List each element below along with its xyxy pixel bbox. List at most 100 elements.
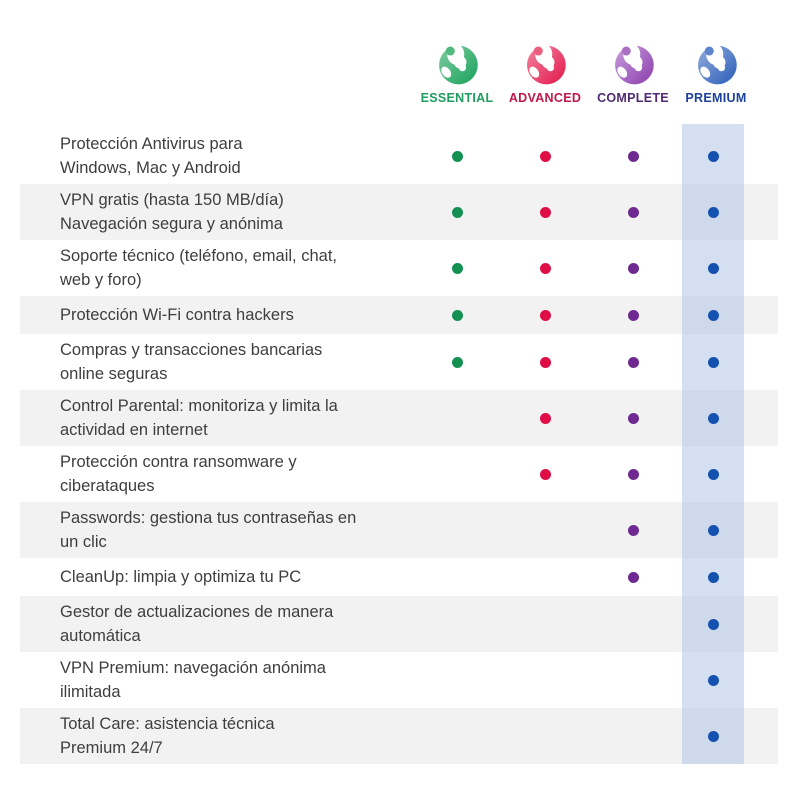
table-row: Soporte técnico (teléfono, email, chat, … xyxy=(20,240,778,296)
included-dot xyxy=(539,262,551,274)
plan-cell-premium xyxy=(682,502,744,558)
included-dot xyxy=(627,150,639,162)
plan-column-header: ADVANCED xyxy=(485,44,605,105)
plan-cell-complete xyxy=(589,334,677,390)
plan-cell-essential xyxy=(413,596,501,652)
included-dot xyxy=(707,206,719,218)
feature-label: Gestor de actualizaciones de manera auto… xyxy=(60,603,334,645)
plan-cell-premium xyxy=(682,334,744,390)
plan-cell-advanced xyxy=(501,240,589,296)
plan-cell-premium xyxy=(682,390,744,446)
included-dot xyxy=(627,412,639,424)
panda-logo-icon xyxy=(438,44,478,85)
feature-label: Total Care: asistencia técnica Premium 2… xyxy=(60,715,275,757)
plan-name: PREMIUM xyxy=(685,91,747,105)
included-dot xyxy=(707,730,719,742)
included-dot xyxy=(627,571,639,583)
included-dot xyxy=(451,206,463,218)
panda-logo-icon xyxy=(526,44,566,85)
plan-cell-advanced xyxy=(501,128,589,184)
included-dot xyxy=(707,468,719,480)
included-dot xyxy=(627,524,639,536)
included-dot xyxy=(707,524,719,536)
included-dot xyxy=(627,262,639,274)
plan-column-header: COMPLETE xyxy=(573,44,693,105)
included-dot xyxy=(707,674,719,686)
plan-cell-premium xyxy=(682,596,744,652)
plan-cell-premium xyxy=(682,558,744,596)
included-dot xyxy=(539,309,551,321)
plan-cell-premium xyxy=(682,296,744,334)
included-dot xyxy=(451,356,463,368)
plan-cell-complete xyxy=(589,184,677,240)
plan-cell-essential xyxy=(413,240,501,296)
included-dot xyxy=(451,150,463,162)
table-row: Passwords: gestiona tus contraseñas en u… xyxy=(20,502,778,558)
plan-cell-complete xyxy=(589,296,677,334)
table-row: Total Care: asistencia técnica Premium 2… xyxy=(20,708,778,764)
table-row: CleanUp: limpia y optimiza tu PC xyxy=(20,558,778,596)
included-dot xyxy=(539,412,551,424)
table-row: VPN gratis (hasta 150 MB/día) Navegación… xyxy=(20,184,778,240)
feature-label: Protección contra ransomware y ciberataq… xyxy=(60,453,297,495)
plan-cell-essential xyxy=(413,708,501,764)
plan-cell-essential xyxy=(413,652,501,708)
plan-cell-complete xyxy=(589,652,677,708)
plan-cell-complete xyxy=(589,596,677,652)
plan-cell-complete xyxy=(589,708,677,764)
included-dot xyxy=(451,309,463,321)
feature-label: Protección Wi-Fi contra hackers xyxy=(60,306,294,324)
plan-cell-complete xyxy=(589,446,677,502)
plan-cell-advanced xyxy=(501,558,589,596)
plan-cell-premium xyxy=(682,184,744,240)
feature-label: VPN gratis (hasta 150 MB/día) Navegación… xyxy=(60,191,284,233)
feature-label: Control Parental: monitoriza y limita la… xyxy=(60,397,338,439)
plan-cell-complete xyxy=(589,128,677,184)
comparison-table: Protección Antivirus para Windows, Mac y… xyxy=(20,128,778,764)
plan-cell-essential xyxy=(413,446,501,502)
plan-cell-premium xyxy=(682,128,744,184)
plan-cell-complete xyxy=(589,502,677,558)
table-row: Gestor de actualizaciones de manera auto… xyxy=(20,596,778,652)
included-dot xyxy=(707,262,719,274)
plan-cell-premium xyxy=(682,240,744,296)
feature-label: Passwords: gestiona tus contraseñas en u… xyxy=(60,509,357,551)
table-row: VPN Premium: navegación anónima ilimitad… xyxy=(20,652,778,708)
plan-name: COMPLETE xyxy=(597,91,669,105)
included-dot xyxy=(627,206,639,218)
premium-highlight-band xyxy=(682,124,744,764)
panda-logo-icon xyxy=(614,44,654,85)
included-dot xyxy=(627,309,639,321)
plan-cell-advanced xyxy=(501,502,589,558)
plan-cell-essential xyxy=(413,128,501,184)
plan-cell-advanced xyxy=(501,652,589,708)
plan-cell-premium xyxy=(682,708,744,764)
included-dot xyxy=(539,206,551,218)
included-dot xyxy=(707,571,719,583)
plan-column-header: ESSENTIAL xyxy=(397,44,517,105)
plan-cell-complete xyxy=(589,558,677,596)
plan-cell-complete xyxy=(589,390,677,446)
plan-cell-advanced xyxy=(501,596,589,652)
plan-name: ESSENTIAL xyxy=(420,91,494,105)
table-row: Protección Wi-Fi contra hackers xyxy=(20,296,778,334)
feature-label: Soporte técnico (teléfono, email, chat, … xyxy=(60,247,337,289)
panda-logo-icon xyxy=(697,44,737,85)
included-dot xyxy=(707,150,719,162)
feature-label: CleanUp: limpia y optimiza tu PC xyxy=(60,568,302,586)
plan-cell-essential xyxy=(413,296,501,334)
plan-cell-premium xyxy=(682,446,744,502)
plan-cell-advanced xyxy=(501,334,589,390)
plan-cell-essential xyxy=(413,502,501,558)
included-dot xyxy=(707,412,719,424)
plan-cell-essential xyxy=(413,334,501,390)
plan-cell-essential xyxy=(413,558,501,596)
included-dot xyxy=(707,309,719,321)
plan-cell-essential xyxy=(413,390,501,446)
feature-label: VPN Premium: navegación anónima ilimitad… xyxy=(60,659,326,701)
plan-cell-advanced xyxy=(501,446,589,502)
included-dot xyxy=(539,150,551,162)
plan-cell-advanced xyxy=(501,390,589,446)
included-dot xyxy=(539,356,551,368)
